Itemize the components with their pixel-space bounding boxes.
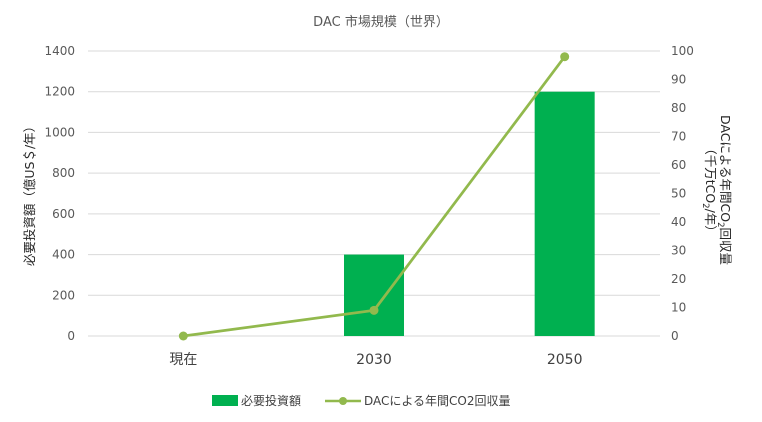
left-tick-label: 600 — [52, 207, 75, 221]
legend-line-marker — [339, 397, 347, 405]
left-axis-ticks: 0 200 400 600 800 1000 1200 1400 — [44, 44, 75, 343]
right-tick-label: 0 — [671, 329, 679, 343]
category-label: 現在 — [169, 352, 197, 368]
category-labels: 現在 2030 2050 — [169, 352, 582, 368]
left-tick-label: 0 — [67, 329, 75, 343]
right-tick-label: 90 — [671, 73, 686, 87]
left-tick-label: 1400 — [44, 44, 75, 58]
right-tick-label: 50 — [671, 187, 686, 201]
category-label: 2030 — [356, 352, 392, 368]
left-tick-label: 1200 — [44, 85, 75, 99]
left-axis-title: 必要投資額（億US＄/年） — [22, 120, 37, 266]
bar — [344, 254, 404, 336]
left-tick-label: 1000 — [44, 125, 75, 139]
right-axis-title-line1: DACによる年間CO2回収量 — [715, 115, 733, 265]
legend: 必要投資額 DACによる年間CO2回収量 — [212, 393, 511, 408]
left-tick-label: 800 — [52, 166, 75, 180]
line-point — [178, 331, 188, 341]
right-axis-title: DACによる年間CO2回収量 （千万tCO2/年） — [700, 115, 733, 265]
legend-bar-label: 必要投資額 — [241, 393, 301, 408]
category-label: 2050 — [547, 352, 583, 368]
right-tick-label: 80 — [671, 101, 686, 115]
right-tick-label: 20 — [671, 272, 686, 286]
legend-bar-swatch — [212, 395, 238, 406]
bar — [534, 91, 595, 336]
chart-title: DAC 市場規模（世界） — [313, 14, 449, 30]
left-tick-label: 200 — [52, 288, 75, 302]
right-tick-label: 10 — [671, 301, 686, 315]
line-series — [178, 52, 570, 341]
right-tick-label: 70 — [671, 130, 686, 144]
line-point — [369, 305, 379, 315]
left-tick-label: 400 — [52, 248, 75, 262]
legend-line-label: DACによる年間CO2回収量 — [364, 394, 511, 408]
line-point — [560, 52, 570, 62]
bar-series — [344, 91, 595, 336]
right-axis-ticks: 0 10 20 30 40 50 60 70 80 90 100 — [671, 44, 694, 343]
right-tick-label: 40 — [671, 215, 686, 229]
right-axis-title-line2: （千万tCO2/年） — [700, 142, 718, 238]
right-tick-label: 30 — [671, 244, 686, 258]
right-tick-label: 60 — [671, 158, 686, 172]
right-tick-label: 100 — [671, 44, 694, 58]
